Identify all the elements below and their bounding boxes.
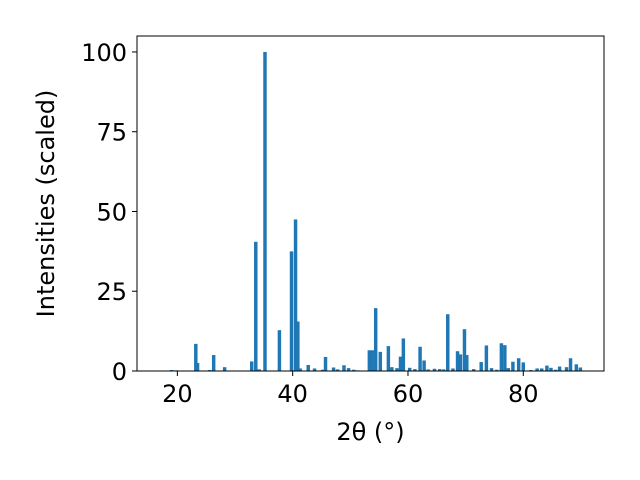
x-tick-label: 80: [508, 380, 539, 408]
bar: [401, 338, 406, 371]
y-tick-label: 100: [81, 39, 127, 67]
bar: [545, 365, 549, 371]
bar: [296, 321, 300, 371]
bar: [499, 343, 504, 371]
bar: [254, 241, 258, 371]
bar: [574, 364, 579, 371]
bar: [437, 369, 442, 371]
bar: [263, 51, 267, 371]
bar: [471, 369, 476, 371]
bar: [257, 369, 261, 371]
bar: [462, 329, 467, 371]
bar: [373, 308, 378, 371]
bar: [298, 368, 302, 371]
bar: [540, 368, 544, 371]
bar: [432, 368, 437, 371]
bar: [352, 369, 356, 371]
bar: [367, 350, 372, 371]
bar: [564, 367, 569, 371]
bar: [426, 369, 430, 371]
bar: [516, 358, 521, 371]
bar: [479, 362, 483, 371]
bar: [195, 363, 200, 371]
bar: [277, 330, 282, 371]
bar: [506, 368, 511, 371]
bar: [407, 367, 412, 371]
bar: [535, 368, 539, 371]
bar: [312, 368, 317, 371]
x-tick-label: 20: [162, 380, 193, 408]
bar: [422, 360, 426, 371]
bar: [484, 345, 489, 371]
bar: [568, 358, 573, 371]
bar: [211, 355, 216, 371]
bar: [323, 356, 328, 371]
bar: [418, 346, 422, 371]
y-tick-label: 25: [96, 278, 127, 306]
bar: [465, 355, 469, 371]
bar: [553, 369, 558, 371]
bar: [346, 368, 351, 371]
x-axis-ticks: 20 40 60 80: [162, 371, 539, 408]
x-tick-label: 40: [277, 380, 308, 408]
bar: [489, 368, 494, 371]
x-axis-label: 2θ (°): [336, 418, 404, 446]
y-axis-ticks: 0 25 50 75 100: [81, 39, 137, 386]
bar: [342, 365, 346, 371]
bar: [250, 361, 254, 371]
bar: [458, 354, 463, 371]
bar: [495, 369, 499, 371]
bar: [390, 367, 394, 371]
bar: [289, 251, 294, 371]
bar: [455, 351, 460, 371]
bar: [446, 314, 450, 371]
x-tick-label: 60: [393, 380, 424, 408]
bar: [293, 219, 298, 371]
bar: [378, 351, 383, 371]
bar: [395, 368, 399, 371]
bar: [549, 367, 553, 371]
bar: [557, 366, 562, 371]
bar: [578, 367, 583, 371]
bar: [386, 346, 391, 371]
bar: [370, 350, 374, 371]
bar: [320, 369, 325, 371]
bar: [306, 364, 310, 371]
bars-group: [169, 51, 583, 371]
bar: [398, 356, 403, 371]
bar: [335, 369, 340, 371]
bar: [441, 369, 446, 371]
y-tick-label: 75: [96, 119, 127, 147]
bar: [331, 367, 336, 371]
y-axis-label: Intensities (scaled): [32, 90, 60, 318]
plot-frame: [136, 35, 605, 372]
bar: [511, 361, 515, 371]
bar: [521, 362, 526, 371]
bar: [413, 369, 417, 371]
y-tick-label: 0: [112, 358, 127, 386]
bar: [194, 343, 198, 371]
bar: [222, 367, 227, 371]
y-tick-label: 50: [96, 198, 127, 226]
bar: [451, 368, 455, 371]
bar: [503, 345, 507, 371]
